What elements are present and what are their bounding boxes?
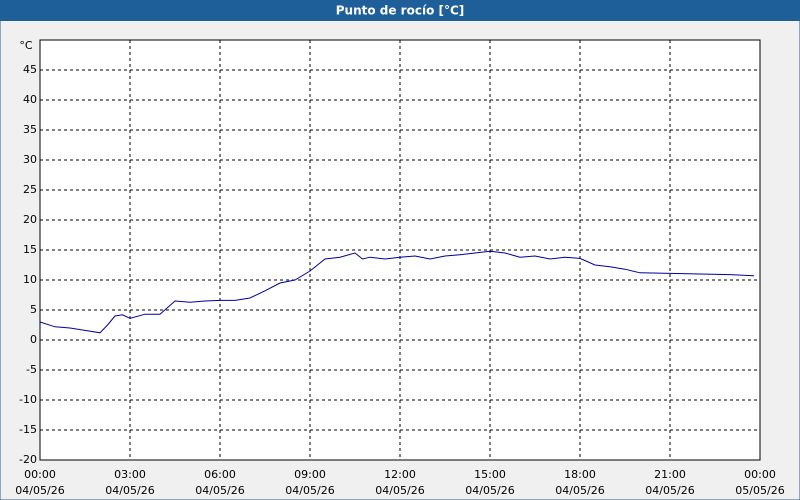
x-tick-label: 12:00 [384,468,416,481]
x-tick-label: 21:00 [654,468,686,481]
y-tick-label: -10 [19,393,37,406]
x-tick-label: 00:00 [744,468,776,481]
x-tick-label: 18:00 [564,468,596,481]
data-line [39,250,755,334]
y-tick-label: -5 [26,363,37,376]
y-tick-label: 45 [23,63,37,76]
x-tick-label: 15:00 [474,468,506,481]
y-tick-label: 25 [23,183,37,196]
x-tick-date: 04/05/26 [555,484,604,497]
x-tick-date: 04/05/26 [105,484,154,497]
x-tick-date: 04/05/26 [465,484,514,497]
y-tick-label: 20 [23,213,37,226]
x-tick-date: 04/05/26 [375,484,424,497]
chart-title: Punto de rocío [°C] [336,4,465,18]
x-tick-label: 03:00 [114,468,146,481]
y-tick-label: 5 [30,303,37,316]
x-tick-date: 05/05/26 [735,484,784,497]
y-tick-label: -15 [19,423,37,436]
x-tick-date: 04/05/26 [195,484,244,497]
y-tick-label: 10 [23,273,37,286]
y-tick-label: 15 [23,243,37,256]
y-tick-label: -20 [19,453,37,466]
y-tick-label: 40 [23,93,37,106]
title-bar [0,0,800,21]
x-tick-date: 04/05/26 [285,484,334,497]
y-axis-label: °C [19,39,33,52]
y-tick-label: 35 [23,123,37,136]
y-tick-label: 0 [30,333,37,346]
x-tick-label: 09:00 [294,468,326,481]
x-tick-label: 00:00 [24,468,56,481]
x-tick-date: 04/05/26 [645,484,694,497]
y-tick-label: 30 [23,153,37,166]
x-tick-label: 06:00 [204,468,236,481]
x-tick-date: 04/05/26 [15,484,64,497]
